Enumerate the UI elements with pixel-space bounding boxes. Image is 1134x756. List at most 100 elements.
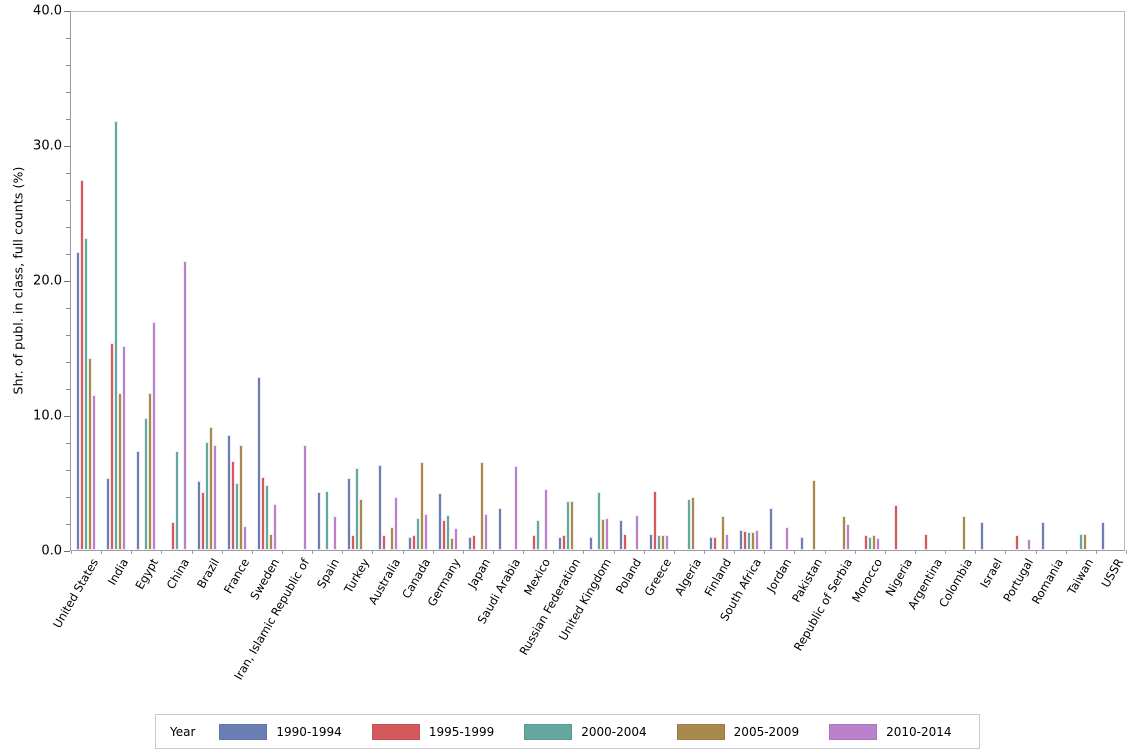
bar	[355, 467, 360, 550]
bar	[845, 524, 850, 550]
bar	[893, 505, 898, 550]
x-tick	[975, 550, 977, 554]
bar	[660, 535, 665, 550]
bar	[92, 394, 97, 550]
bar	[234, 482, 239, 550]
bar	[272, 504, 277, 550]
bar	[544, 489, 549, 550]
x-axis-tick-label: China	[163, 556, 192, 592]
x-axis-tick-label: Brazil	[193, 556, 222, 591]
x-tick	[854, 550, 856, 554]
y-tick-major	[64, 551, 70, 552]
bar	[1078, 533, 1083, 550]
y-tick-minor	[66, 173, 70, 174]
bar	[725, 533, 730, 550]
y-tick-minor	[66, 119, 70, 120]
bar	[566, 501, 571, 550]
x-tick	[342, 550, 344, 554]
bar	[498, 508, 503, 550]
legend-items: 1990-1994 1995-1999 2000-2004 2005-2009 2010…	[219, 723, 981, 740]
bar	[88, 358, 93, 550]
bar	[743, 531, 748, 550]
bar	[445, 514, 450, 550]
bar	[317, 491, 322, 550]
bar	[483, 513, 488, 550]
bar	[558, 536, 563, 550]
x-axis-tick-label: Finland	[701, 556, 735, 599]
bar	[596, 491, 601, 550]
bar	[1040, 521, 1045, 550]
y-tick-minor	[66, 470, 70, 471]
bar	[785, 527, 790, 550]
y-tick-label: 20.0	[33, 273, 62, 289]
y-tick-major	[64, 146, 70, 147]
bar	[751, 532, 756, 550]
bar	[449, 537, 454, 550]
bar	[739, 529, 744, 550]
x-tick	[734, 550, 736, 554]
bar	[423, 513, 428, 550]
bar	[664, 535, 669, 550]
legend-swatch	[219, 723, 268, 740]
bar	[80, 180, 85, 550]
x-tick	[915, 550, 916, 554]
x-tick	[71, 550, 72, 554]
x-tick	[884, 550, 886, 554]
x-tick	[191, 550, 193, 554]
bar	[170, 521, 175, 550]
legend-item[interactable]: 2010-2014	[829, 723, 952, 740]
x-axis-tick-label: Algeria	[671, 556, 705, 599]
legend: Year 1990-1994 1995-1999 2000-2004 2005-200…	[155, 714, 980, 749]
bar	[1026, 539, 1031, 550]
x-tick	[553, 550, 555, 554]
bar	[604, 517, 609, 550]
legend-swatch	[829, 723, 878, 740]
legend-item[interactable]: 1990-1994	[219, 723, 342, 740]
bar	[148, 393, 153, 550]
y-tick-minor	[66, 200, 70, 201]
x-axis-tick-label: Nigeria	[882, 556, 916, 599]
x-axis-labels: United States India Egypt China Brazil France…	[50, 552, 1127, 692]
y-tick-minor	[66, 254, 70, 255]
x-axis-tick-label: USSR	[1098, 556, 1127, 590]
bar	[84, 238, 89, 550]
bar	[962, 516, 967, 550]
bar	[924, 533, 929, 550]
legend-item[interactable]: 1995-1999	[371, 723, 494, 740]
x-tick	[282, 550, 283, 554]
bar	[656, 535, 661, 550]
bar	[268, 533, 273, 550]
y-tick-major	[64, 416, 70, 417]
bar	[622, 533, 627, 550]
y-tick-minor	[66, 308, 70, 309]
x-axis-tick-label: Poland	[612, 556, 644, 597]
legend-item[interactable]: 2005-2009	[676, 723, 799, 740]
bar	[721, 516, 726, 550]
x-tick	[1065, 550, 1067, 554]
bar	[871, 535, 876, 550]
bar	[196, 481, 201, 550]
bar	[437, 493, 442, 550]
x-tick	[161, 550, 163, 554]
bar	[256, 377, 261, 550]
y-tick-minor	[66, 443, 70, 444]
bar	[411, 535, 416, 550]
x-tick	[764, 550, 766, 554]
x-tick	[462, 550, 464, 554]
bar	[769, 508, 774, 550]
bar	[407, 536, 412, 550]
bar	[536, 520, 541, 550]
y-tick-minor	[66, 65, 70, 66]
x-axis-tick-label: Greece	[641, 556, 674, 599]
legend-item[interactable]: 2000-2004	[524, 723, 647, 740]
bar	[747, 532, 752, 550]
x-tick	[824, 550, 826, 554]
bar	[106, 478, 111, 550]
bar	[76, 251, 81, 550]
bar	[212, 444, 217, 550]
bars-layer	[71, 12, 1124, 550]
y-tick-label: 10.0	[33, 408, 62, 424]
bar	[381, 535, 386, 550]
bar	[118, 393, 123, 550]
x-tick	[794, 550, 796, 554]
